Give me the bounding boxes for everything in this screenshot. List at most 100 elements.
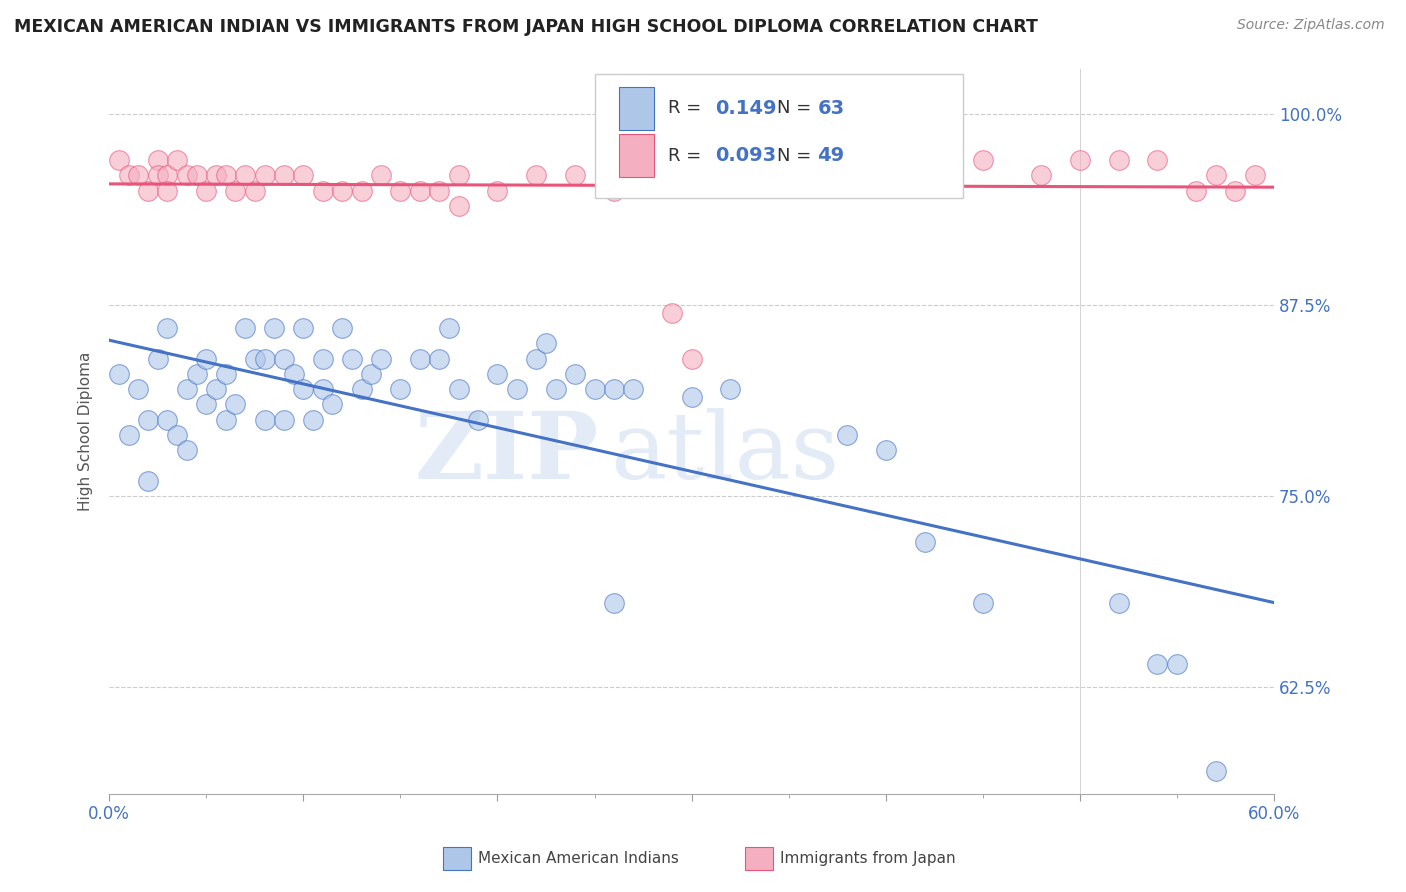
Point: [661, 306, 683, 320]
Point: [1146, 657, 1168, 671]
Point: [1243, 169, 1265, 183]
Point: [718, 382, 741, 396]
Point: [176, 382, 198, 396]
Point: [350, 382, 373, 396]
Point: [467, 412, 489, 426]
Point: [360, 367, 382, 381]
Point: [156, 169, 179, 183]
Point: [166, 153, 188, 168]
Point: [544, 382, 567, 396]
Point: [409, 184, 432, 198]
Text: Mexican American Indians: Mexican American Indians: [478, 852, 679, 866]
Point: [603, 184, 626, 198]
Point: [506, 382, 529, 396]
Point: [215, 367, 238, 381]
Point: [127, 169, 149, 183]
Point: [564, 367, 586, 381]
Text: ZIP: ZIP: [415, 408, 599, 498]
Point: [1108, 596, 1130, 610]
Point: [340, 351, 363, 366]
Point: [186, 169, 208, 183]
Point: [166, 428, 188, 442]
Point: [534, 336, 557, 351]
FancyBboxPatch shape: [620, 134, 654, 178]
Point: [176, 443, 198, 458]
Point: [875, 169, 897, 183]
Point: [136, 474, 159, 488]
Point: [292, 169, 315, 183]
Point: [972, 596, 994, 610]
Point: [330, 184, 353, 198]
Point: [972, 153, 994, 168]
Point: [312, 351, 335, 366]
Point: [603, 596, 626, 610]
Point: [195, 184, 218, 198]
Text: 63: 63: [817, 99, 845, 118]
Point: [136, 412, 159, 426]
Point: [583, 382, 606, 396]
Point: [273, 412, 295, 426]
Text: MEXICAN AMERICAN INDIAN VS IMMIGRANTS FROM JAPAN HIGH SCHOOL DIPLOMA CORRELATION: MEXICAN AMERICAN INDIAN VS IMMIGRANTS FR…: [14, 18, 1038, 36]
Point: [427, 184, 450, 198]
Point: [312, 184, 335, 198]
Text: N =: N =: [776, 99, 817, 118]
Point: [273, 169, 295, 183]
Point: [253, 351, 276, 366]
Point: [146, 169, 169, 183]
Point: [447, 382, 470, 396]
Point: [389, 382, 412, 396]
Point: [176, 169, 198, 183]
Point: [224, 184, 246, 198]
Point: [233, 169, 256, 183]
Point: [1185, 184, 1208, 198]
Point: [156, 321, 179, 335]
Point: [914, 534, 936, 549]
Point: [621, 382, 644, 396]
Point: [136, 184, 159, 198]
Point: [875, 443, 897, 458]
Point: [146, 153, 169, 168]
Point: [1166, 657, 1188, 671]
FancyBboxPatch shape: [595, 74, 963, 198]
Point: [321, 397, 343, 411]
Point: [224, 397, 246, 411]
Point: [835, 169, 858, 183]
Point: [409, 351, 432, 366]
Point: [370, 351, 392, 366]
Point: [524, 169, 547, 183]
Text: R =: R =: [668, 146, 707, 164]
Point: [1069, 153, 1091, 168]
Point: [253, 412, 276, 426]
Point: [718, 169, 741, 183]
Point: [186, 367, 208, 381]
Point: [215, 169, 238, 183]
Point: [681, 169, 703, 183]
Point: [263, 321, 285, 335]
Point: [437, 321, 460, 335]
Text: Source: ZipAtlas.com: Source: ZipAtlas.com: [1237, 18, 1385, 32]
Text: atlas: atlas: [610, 408, 839, 498]
Point: [1146, 153, 1168, 168]
Point: [253, 169, 276, 183]
Point: [1205, 169, 1227, 183]
Point: [283, 367, 305, 381]
Y-axis label: High School Diploma: High School Diploma: [79, 351, 93, 511]
Text: R =: R =: [668, 99, 707, 118]
Point: [603, 382, 626, 396]
Text: 0.149: 0.149: [714, 99, 776, 118]
Point: [118, 169, 141, 183]
Point: [156, 184, 179, 198]
Point: [292, 321, 315, 335]
Point: [146, 351, 169, 366]
Point: [108, 153, 131, 168]
Point: [330, 321, 353, 335]
Text: 0.093: 0.093: [714, 146, 776, 165]
Point: [243, 184, 266, 198]
Point: [108, 367, 131, 381]
Point: [681, 351, 703, 366]
Point: [273, 351, 295, 366]
Point: [835, 428, 858, 442]
Point: [312, 382, 335, 396]
Point: [1223, 184, 1246, 198]
Point: [195, 351, 218, 366]
